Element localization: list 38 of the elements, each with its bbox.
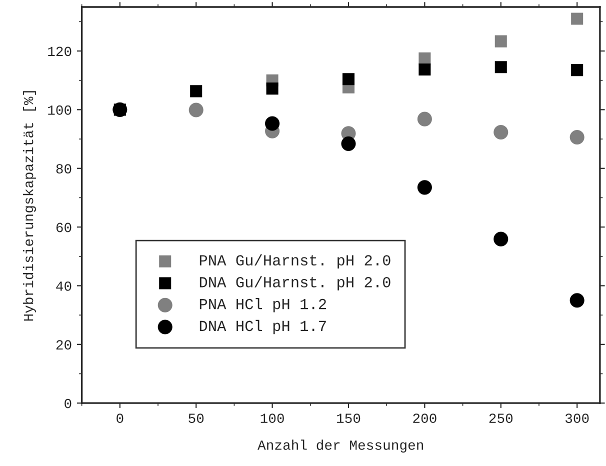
legend-label: DNA HCl pH 1.7 [200, 320, 326, 334]
y-tick-label: 80 [56, 164, 72, 174]
point [190, 85, 202, 98]
point [417, 180, 432, 195]
point [188, 102, 204, 118]
x-axis-title: Anzahl der Messungen [258, 440, 423, 453]
point [570, 293, 584, 308]
point [417, 112, 432, 126]
x-tick-label: 200 [413, 414, 436, 424]
point [570, 130, 584, 145]
point [494, 124, 508, 140]
point [265, 116, 280, 131]
point [571, 12, 584, 25]
y-tick-label: 40 [56, 281, 72, 291]
point [494, 232, 508, 246]
legend-label: PNA HCl pH 1.2 [200, 298, 326, 312]
legend-label: DNA Gu/Harnst. pH 2.0 [200, 276, 390, 290]
y-axis-title: Hybridisierungskapazität [%] [23, 91, 36, 321]
x-tick-label: 50 [188, 414, 204, 424]
y-tick-label: 60 [56, 222, 72, 232]
y-tick-label: 20 [56, 340, 72, 350]
legend-label: PNA Gu/Harnst. pH 2.0 [200, 254, 390, 269]
x-tick-label: 300 [565, 414, 589, 424]
point [266, 82, 278, 95]
point [342, 73, 355, 86]
point [494, 61, 507, 74]
point [418, 52, 431, 64]
y-tick-label: 100 [48, 105, 72, 115]
point [494, 35, 507, 48]
x-tick-label: 0 [116, 414, 124, 424]
y-tick-label: 120 [48, 46, 72, 56]
x-tick-label: 150 [336, 414, 360, 424]
x-tick-label: 250 [489, 414, 513, 424]
y-tick-label: 0 [64, 398, 72, 408]
point [571, 64, 584, 76]
point [341, 136, 356, 151]
x-tick-label: 100 [260, 414, 284, 424]
point [418, 63, 431, 76]
